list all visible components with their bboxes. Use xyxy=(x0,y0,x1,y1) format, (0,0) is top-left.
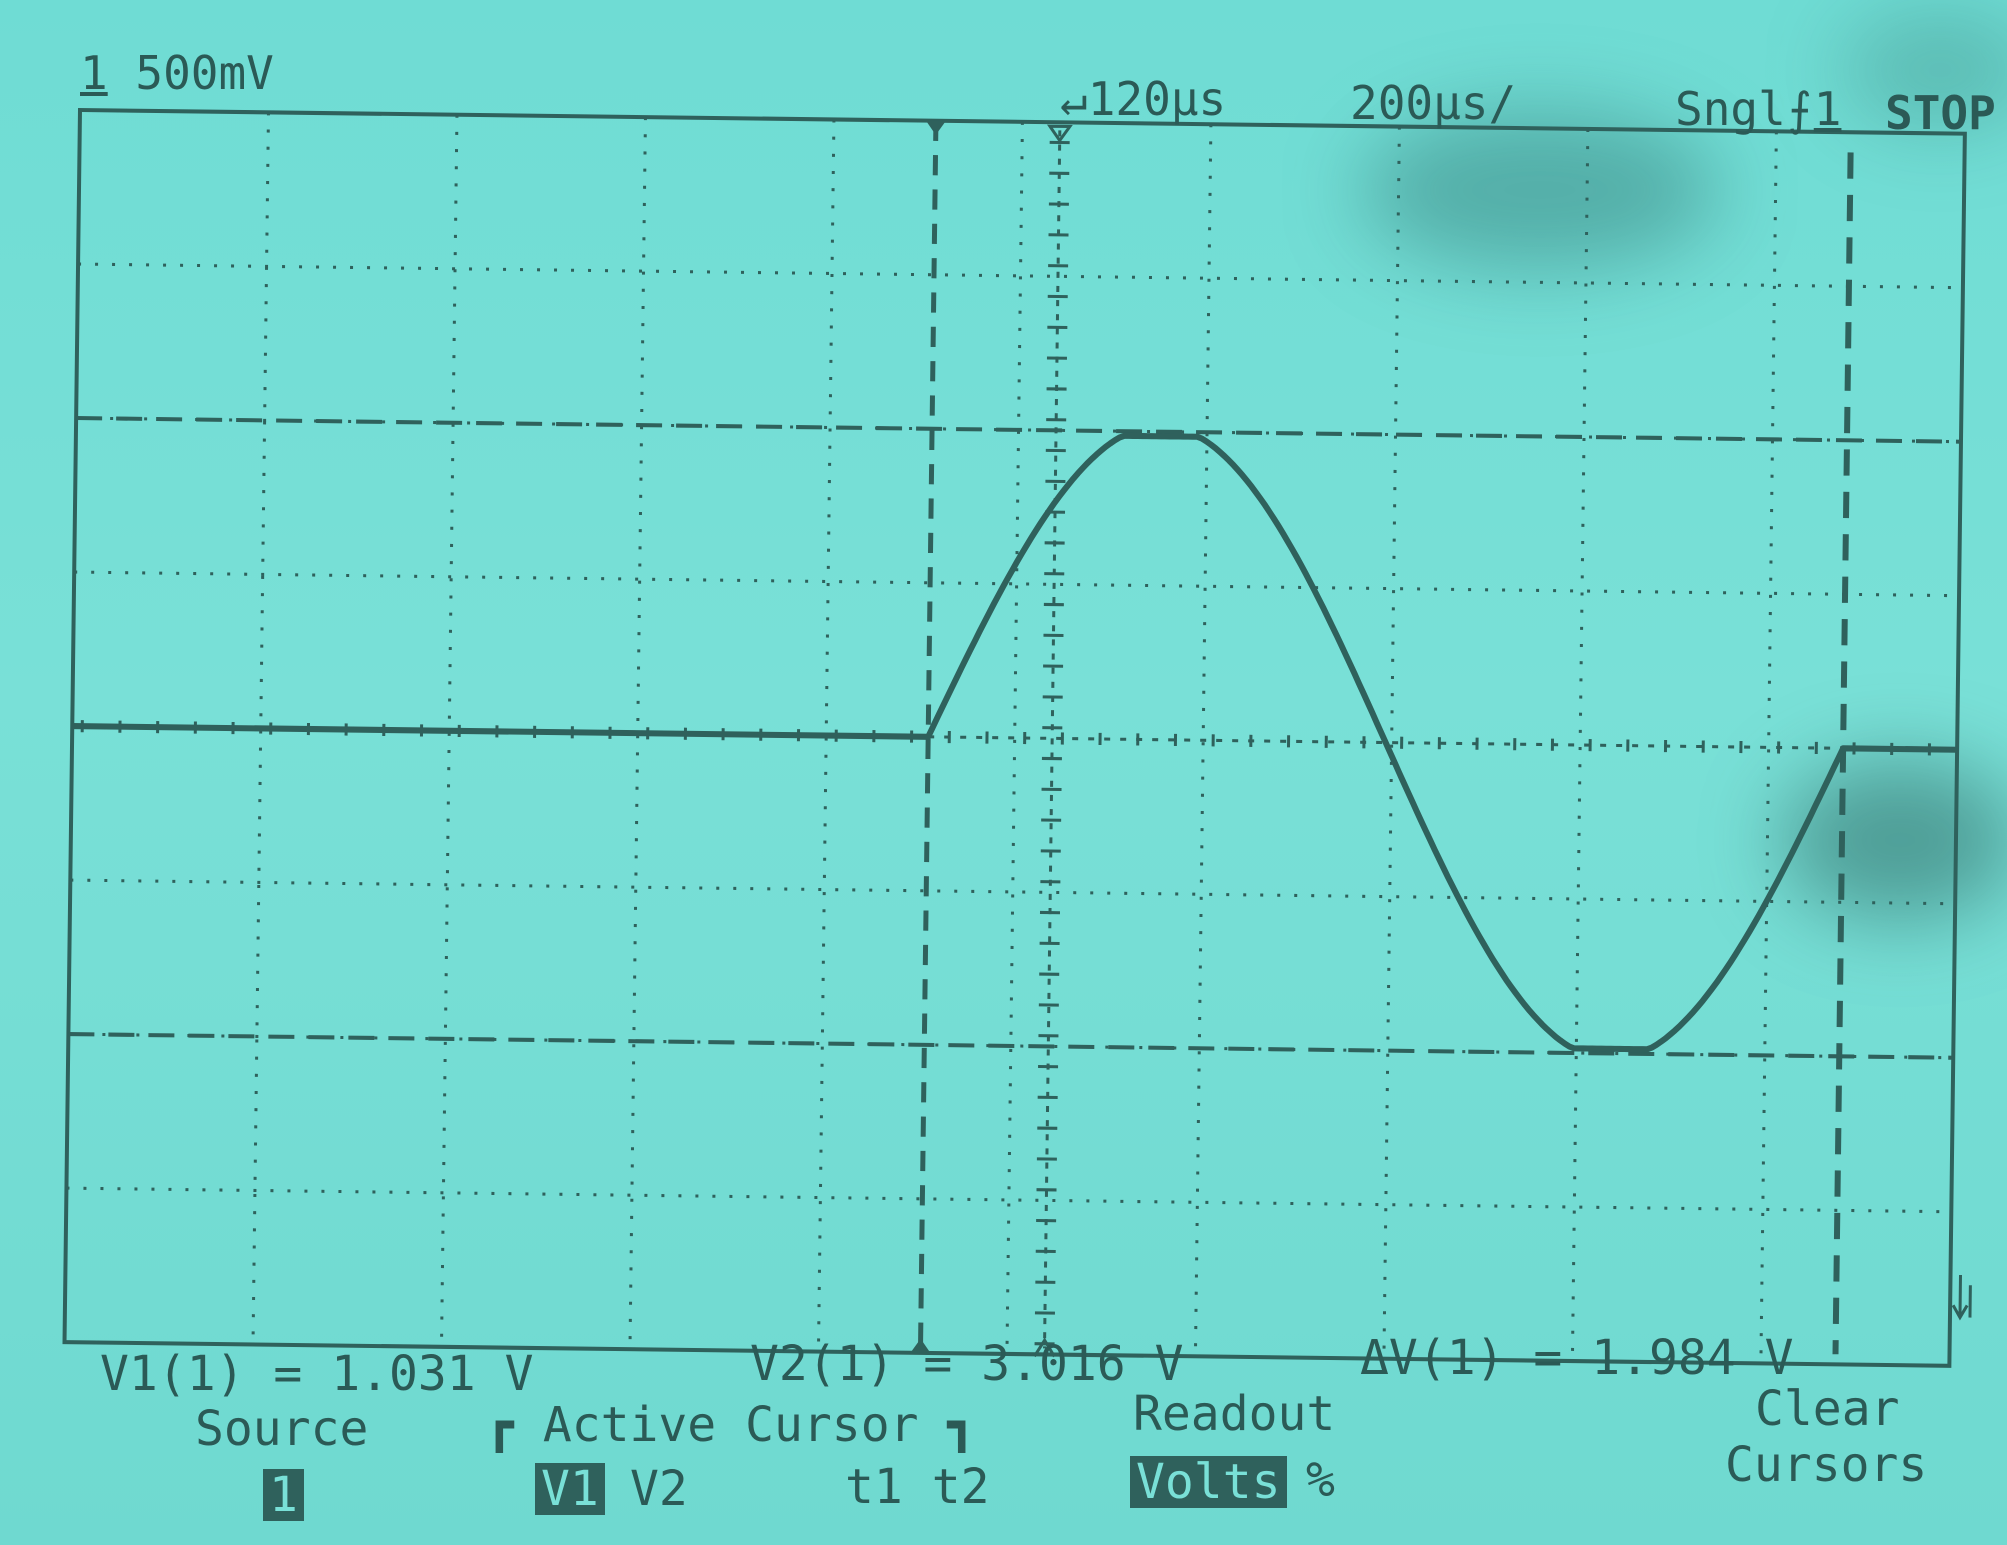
trigger-source-channel: 1 xyxy=(1813,82,1842,136)
v1-measurement: V1(1) = 1.031 V xyxy=(100,1346,534,1402)
run-state: STOP xyxy=(1885,86,1996,140)
bracket-right-icon: ┓ xyxy=(947,1397,977,1453)
trigger-mode: Sngl⨍1 xyxy=(1675,86,1841,132)
t1-t2-option[interactable]: t1 t2 xyxy=(845,1459,990,1515)
rising-edge-icon: ⨍ xyxy=(1787,82,1812,136)
trigger-delay-icon: ↵ xyxy=(1060,72,1088,126)
readout-label: Readout xyxy=(1133,1386,1336,1442)
trigger-top-marker xyxy=(1046,124,1073,144)
softkey-active-cursor[interactable]: ┏ Active Cursor ┓ V1 V2 t1 t2 xyxy=(485,1395,1045,1525)
trigger-bottom-marker xyxy=(1033,1337,1056,1358)
graticule-vertical-lines xyxy=(251,112,1778,1364)
trigger-position-line xyxy=(1043,130,1062,1349)
trigger-delay-readout: ↵120µs xyxy=(1060,76,1226,122)
trigger-delay-value: 120µs xyxy=(1087,72,1227,126)
volts-option[interactable]: Volts xyxy=(1130,1456,1287,1508)
acquisition-mode: Sngl xyxy=(1675,82,1786,136)
active-cursor-label: ┏ Active Cursor ┓ xyxy=(485,1401,976,1449)
cursor-t1-bottom-marker xyxy=(910,1338,931,1353)
channel-number: 1 xyxy=(80,46,108,100)
delta-v-measurement: ΔV(1) = 1.984 V xyxy=(1360,1330,1794,1386)
time-per-division: 200µs/ xyxy=(1350,76,1517,130)
channel-indicator: 1 500mV xyxy=(80,50,274,96)
ground-reference-icon xyxy=(1951,1275,1972,1321)
trigger-line-ticks xyxy=(1034,140,1070,1346)
cursor-t1-top-marker xyxy=(925,120,946,135)
percent-option[interactable]: % xyxy=(1306,1452,1335,1508)
softkey-source[interactable]: Source 1 xyxy=(195,1405,395,1525)
active-cursor-text: Active Cursor xyxy=(542,1397,919,1453)
softkey-clear-cursors[interactable]: Clear Cursors xyxy=(1725,1385,1945,1505)
center-axis-ticks xyxy=(80,720,1958,756)
cursors-label: Cursors xyxy=(1725,1437,1928,1493)
grid-horizontal-line xyxy=(78,262,1963,290)
grid-horizontal-line xyxy=(66,1186,1952,1214)
cursor-v2-line xyxy=(76,416,1962,444)
volts-per-division: 500mV xyxy=(135,46,274,100)
source-value: 1 xyxy=(263,1469,304,1521)
grid-horizontal-line xyxy=(74,570,1960,598)
graticule-border xyxy=(62,107,1967,1368)
v2-measurement: V2(1) = 3.016 V xyxy=(750,1336,1184,1392)
signal-trace xyxy=(72,432,1958,1053)
grid-horizontal-line xyxy=(70,878,1956,906)
clear-label: Clear xyxy=(1755,1381,1900,1437)
bracket-left-icon: ┏ xyxy=(485,1397,514,1453)
cursor-v1-line xyxy=(68,1032,1954,1060)
v2-option[interactable]: V2 xyxy=(630,1461,688,1517)
source-label: Source xyxy=(195,1401,369,1457)
softkey-readout[interactable]: Readout Volts % xyxy=(1130,1390,1390,1520)
graticule-horizontal-lines xyxy=(66,262,1963,1214)
v1-option[interactable]: V1 xyxy=(535,1463,605,1515)
center-axis-line xyxy=(928,735,1958,752)
